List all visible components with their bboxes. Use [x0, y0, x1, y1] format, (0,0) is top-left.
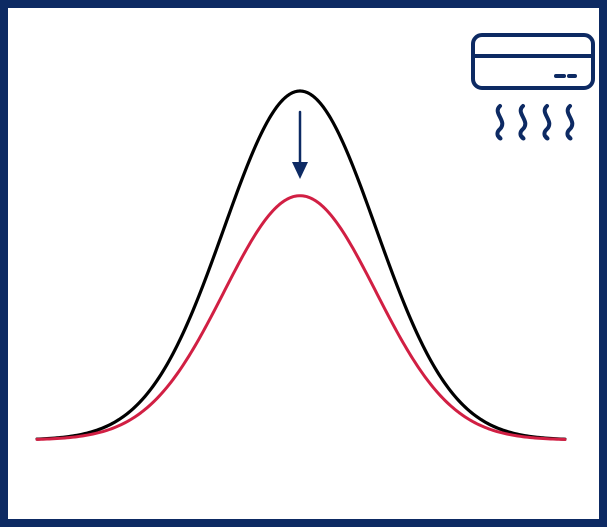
airflow-wave-icon: [542, 104, 552, 141]
air-conditioner-icon: [471, 33, 595, 141]
airflow-wave-icon: [518, 104, 528, 141]
arrow-head-icon: [292, 162, 308, 179]
airflow-wave-icon: [495, 104, 505, 141]
after-curve: [35, 194, 567, 441]
air-conditioner-body: [471, 33, 595, 90]
before-curve: [35, 89, 567, 441]
decrease-arrow: [292, 110, 308, 179]
airflow-wave-icon: [565, 104, 575, 141]
bell-curve-diagram: [35, 33, 595, 441]
